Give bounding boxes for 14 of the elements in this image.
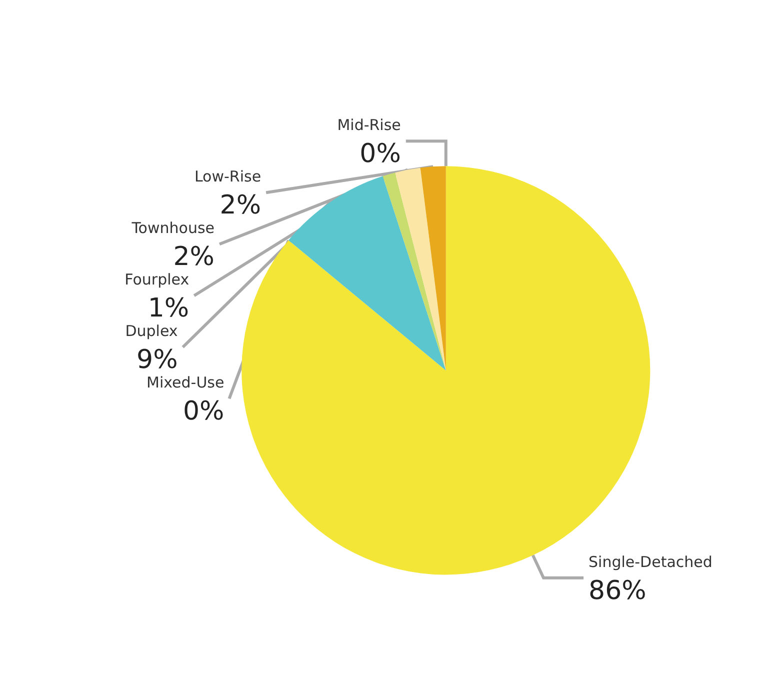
data-label: 1% — [148, 294, 190, 324]
slice-label: Fourplex — [124, 270, 190, 289]
category-label: Mid-Rise — [337, 116, 401, 134]
data-label: 2% — [173, 242, 215, 272]
data-label: 2% — [220, 190, 262, 221]
data-label: 86% — [588, 576, 646, 606]
text: 0% — [182, 396, 224, 427]
slice-label: Low-Rise — [194, 168, 262, 186]
slice-label: Single-Detached — [588, 552, 712, 571]
category-label: Mixed-Use — [146, 374, 224, 392]
slice-label: Townhouse — [130, 219, 215, 238]
text: 0% — [360, 139, 401, 170]
slice-label: Duplex — [125, 322, 178, 340]
data-label: 9% — [136, 345, 178, 376]
